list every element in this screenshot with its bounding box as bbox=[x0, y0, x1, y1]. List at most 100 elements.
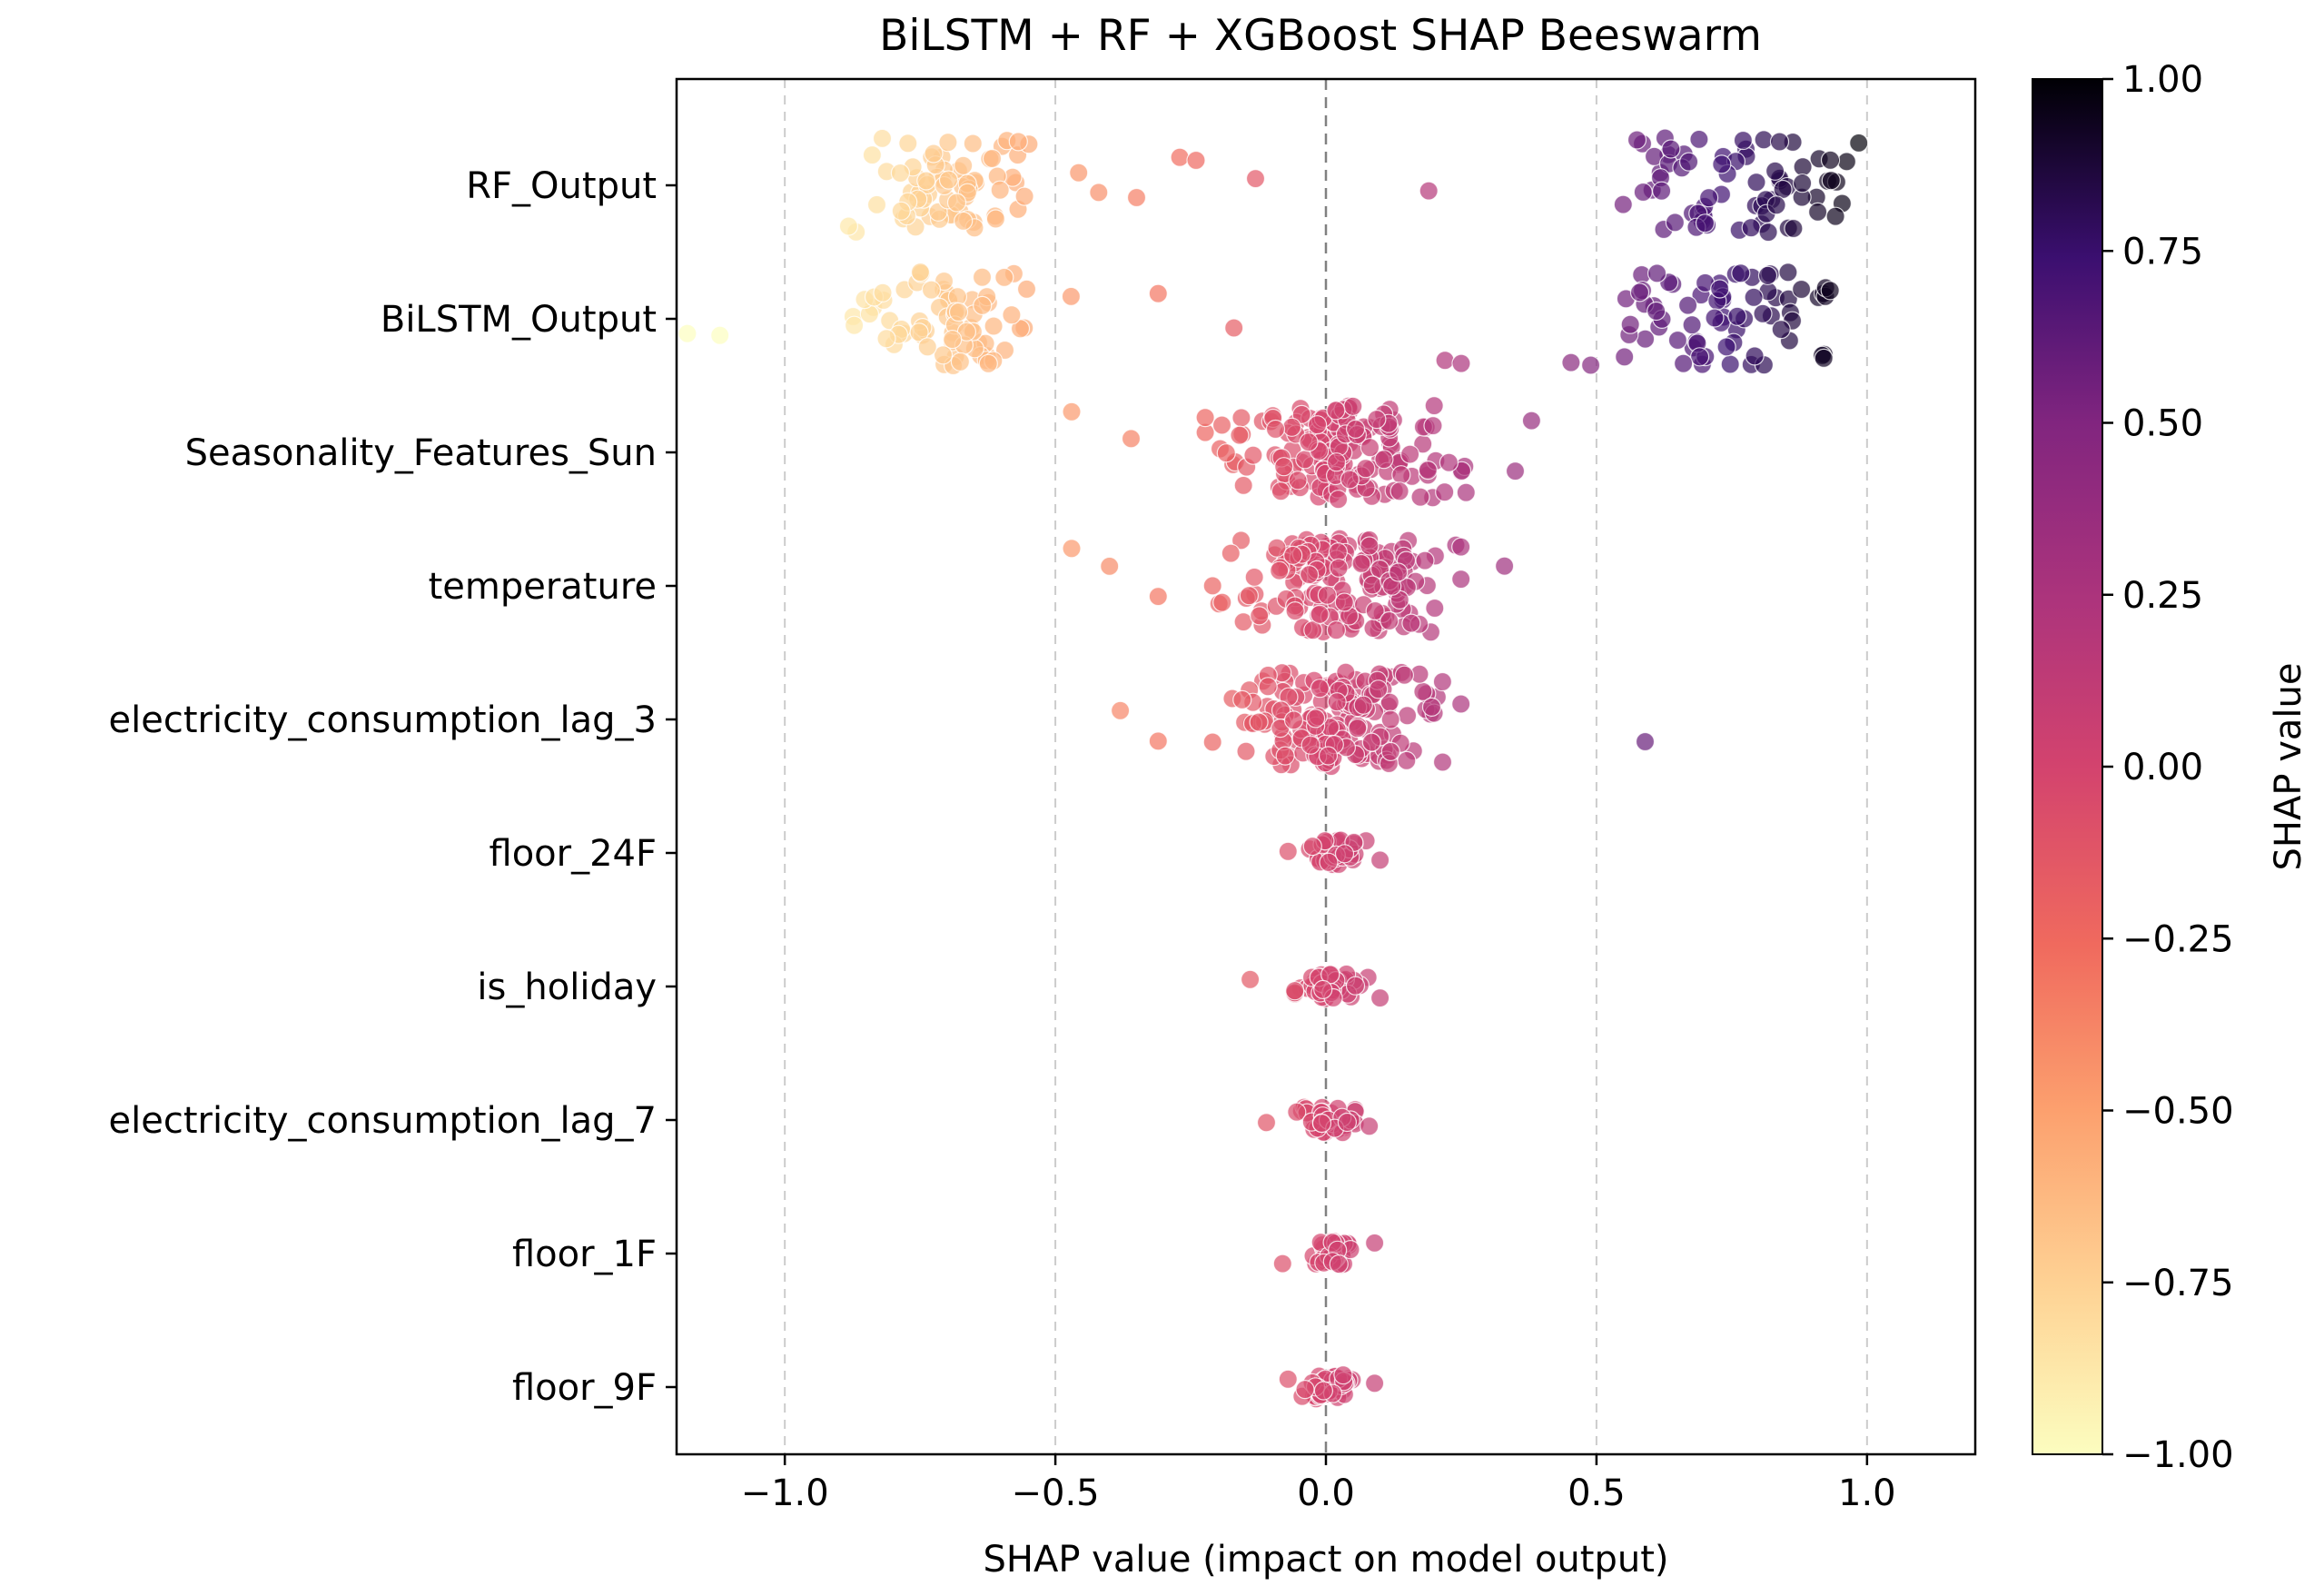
data-point bbox=[1283, 710, 1304, 730]
data-point bbox=[1186, 150, 1206, 171]
data-point bbox=[1069, 163, 1089, 183]
data-point bbox=[1665, 213, 1686, 233]
colorbar-tick-label: 0.25 bbox=[2122, 575, 2203, 617]
data-point bbox=[1360, 438, 1380, 458]
x-axis-ticks: −1.0 −0.5 0.0 0.5 1.0 bbox=[741, 1454, 1896, 1514]
data-point bbox=[1230, 425, 1250, 445]
data-point bbox=[1746, 173, 1766, 193]
data-point bbox=[1399, 444, 1420, 464]
data-point bbox=[1307, 415, 1328, 435]
data-point bbox=[1561, 352, 1581, 372]
data-point bbox=[1062, 539, 1082, 559]
data-point bbox=[1014, 186, 1034, 206]
data-point bbox=[1633, 182, 1653, 203]
data-point bbox=[1380, 610, 1399, 631]
data-point bbox=[1765, 161, 1785, 181]
data-point bbox=[1010, 319, 1031, 339]
data-point bbox=[1340, 470, 1360, 490]
data-point bbox=[1356, 459, 1376, 479]
data-point bbox=[1291, 404, 1311, 424]
x-tick-label: 0.0 bbox=[1297, 1472, 1355, 1514]
data-point bbox=[1677, 295, 1698, 315]
data-point bbox=[1126, 187, 1147, 208]
data-point bbox=[916, 171, 936, 191]
data-point bbox=[1627, 130, 1647, 150]
data-point bbox=[1361, 732, 1381, 752]
data-point bbox=[1148, 731, 1168, 751]
data-point bbox=[1521, 411, 1542, 431]
data-point bbox=[1319, 852, 1339, 872]
y-tick-label: BiLSTM_Output bbox=[381, 299, 657, 341]
data-point bbox=[1744, 287, 1764, 307]
colorbar-tick-label: −0.50 bbox=[2122, 1091, 2234, 1133]
data-point bbox=[1271, 481, 1291, 501]
data-point bbox=[1089, 183, 1109, 203]
y-tick-label: electricity_consumption_lag_3 bbox=[109, 699, 657, 741]
data-point bbox=[1202, 576, 1222, 596]
data-point bbox=[1360, 1116, 1380, 1136]
data-point bbox=[1278, 1369, 1298, 1389]
data-point bbox=[973, 295, 993, 315]
data-point bbox=[1250, 606, 1270, 626]
data-point bbox=[1333, 1364, 1353, 1385]
data-point bbox=[1423, 416, 1443, 436]
data-point bbox=[1667, 330, 1688, 351]
data-point bbox=[1283, 545, 1303, 566]
data-point bbox=[943, 330, 963, 350]
y-tick-label: floor_24F bbox=[490, 833, 658, 875]
data-point bbox=[1202, 732, 1222, 752]
data-point bbox=[1310, 679, 1330, 699]
colorbar-ticks: 1.00 0.75 0.50 0.25 0.00 −0.25 −0.50 −0.75 −1.00 bbox=[2102, 59, 2234, 1476]
data-point bbox=[1389, 562, 1409, 582]
data-point bbox=[1326, 401, 1346, 421]
data-point bbox=[1580, 355, 1601, 375]
data-point bbox=[1370, 850, 1390, 870]
colorbar-tick-label: 0.75 bbox=[2122, 231, 2203, 273]
data-point bbox=[921, 280, 942, 300]
data-point bbox=[985, 209, 1006, 229]
data-point bbox=[1239, 586, 1260, 606]
data-point bbox=[1334, 844, 1355, 864]
data-point bbox=[1418, 460, 1439, 481]
data-point bbox=[1313, 1381, 1334, 1401]
colorbar-tick-label: 0.50 bbox=[2122, 403, 2203, 445]
data-point bbox=[1002, 305, 1022, 325]
data-point bbox=[1351, 553, 1371, 574]
colorbar bbox=[2032, 78, 2103, 1455]
data-point bbox=[1302, 836, 1322, 857]
data-point bbox=[1287, 1102, 1307, 1122]
data-point bbox=[1710, 279, 1730, 299]
data-point bbox=[1689, 347, 1710, 367]
data-point bbox=[1821, 171, 1841, 191]
data-point bbox=[838, 216, 859, 236]
data-point bbox=[1435, 482, 1455, 502]
data-point bbox=[1233, 475, 1253, 496]
data-point bbox=[1374, 450, 1394, 470]
data-point bbox=[1419, 181, 1439, 201]
data-point bbox=[1008, 132, 1028, 152]
data-point bbox=[1360, 536, 1380, 556]
data-point bbox=[1758, 223, 1778, 243]
data-point bbox=[1647, 301, 1666, 322]
colorbar-tick-label: −1.00 bbox=[2122, 1434, 2234, 1476]
data-point bbox=[1317, 585, 1338, 605]
data-point bbox=[1689, 129, 1709, 149]
data-point bbox=[1231, 530, 1251, 550]
data-point bbox=[1299, 432, 1319, 452]
data-point bbox=[917, 337, 937, 357]
gridlines bbox=[784, 79, 1868, 1454]
x-axis-label: SHAP value (impact on model output) bbox=[984, 1539, 1669, 1581]
data-point bbox=[1362, 575, 1382, 595]
data-point bbox=[1451, 694, 1471, 714]
data-point bbox=[1148, 586, 1168, 607]
data-point bbox=[1310, 604, 1330, 624]
data-point bbox=[1745, 346, 1765, 366]
data-point bbox=[1224, 318, 1244, 338]
data-point bbox=[1328, 490, 1349, 510]
data-point bbox=[1121, 429, 1142, 449]
data-point bbox=[1328, 541, 1349, 562]
data-point bbox=[1278, 841, 1298, 861]
data-point bbox=[1267, 538, 1287, 558]
data-point bbox=[1678, 152, 1699, 172]
data-point bbox=[950, 352, 971, 372]
